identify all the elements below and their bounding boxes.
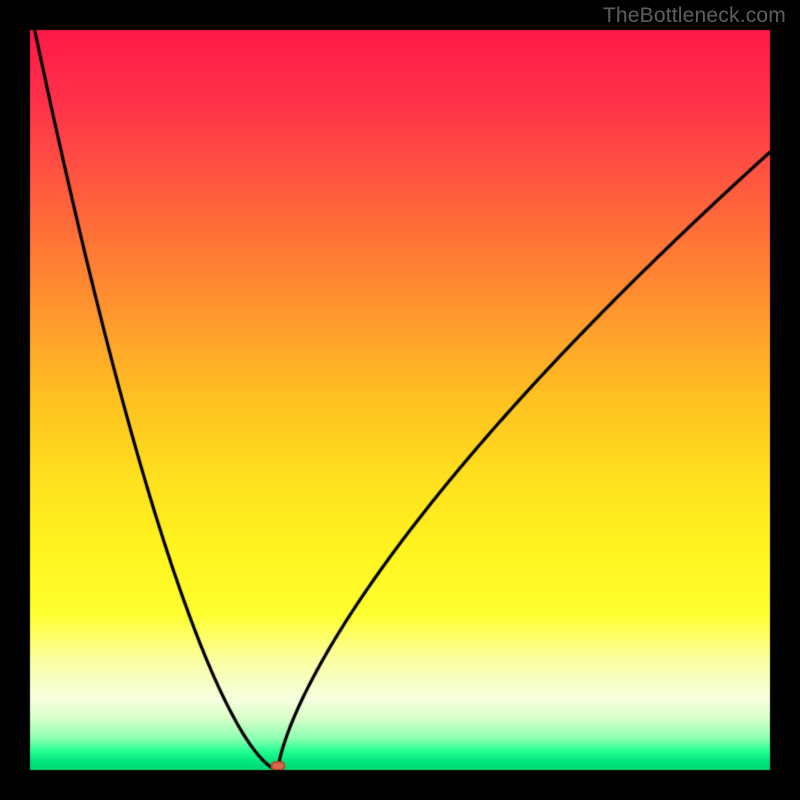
chart-container: TheBottleneck.com	[0, 0, 800, 800]
bottleneck-chart	[0, 0, 800, 800]
watermark-text: TheBottleneck.com	[603, 4, 786, 28]
